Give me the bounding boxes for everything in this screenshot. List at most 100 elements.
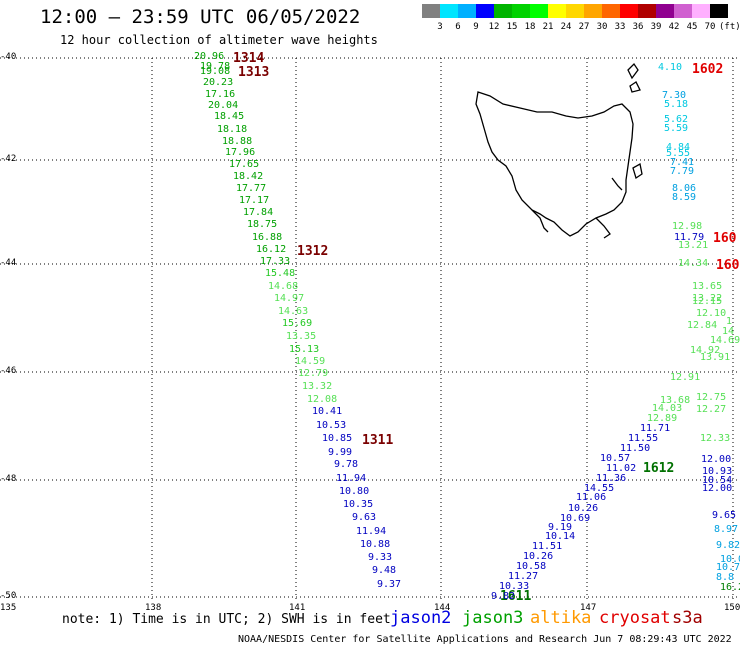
track-label: 160	[713, 231, 737, 246]
swh-reading: 17.84	[243, 207, 274, 218]
scale-label: 9	[473, 22, 479, 32]
swh-reading: 18.42	[233, 171, 264, 182]
satellite-s3a: s3a	[672, 608, 703, 628]
swh-reading: 13.32	[302, 381, 333, 392]
swh-reading: 12.89	[647, 413, 678, 424]
swh-reading: 10.26	[568, 503, 599, 514]
swh-reading: 8.59	[672, 192, 697, 203]
scale-swatch	[422, 4, 440, 18]
swh-reading: 10.26	[523, 551, 554, 562]
track-label: 1314	[233, 51, 265, 66]
swh-reading: 15.48	[265, 268, 296, 279]
scale-swatch	[476, 4, 494, 18]
swh-reading: 18.88	[222, 136, 253, 147]
scale-label: 24	[560, 22, 572, 32]
swh-reading: 7.79	[670, 166, 695, 177]
track-label: 1313	[238, 65, 270, 80]
swh-reading: 11.55	[628, 433, 659, 444]
satellite-altika: altika	[530, 608, 592, 628]
swh-reading: 12.84	[687, 320, 718, 331]
swh-reading: 9.78	[334, 459, 359, 470]
swh-reading: 9.48	[372, 565, 397, 576]
swh-reading: 9.63	[352, 512, 377, 523]
scale-label: 36	[632, 22, 644, 32]
swh-reading: 14.68	[268, 281, 299, 292]
map-title: 12:00 — 23:59 UTC 06/05/2022	[40, 6, 361, 28]
swh-reading: 17.65	[229, 159, 260, 170]
scale-label: 21	[542, 22, 554, 32]
swh-reading: 5.18	[664, 99, 689, 110]
swh-reading: 5.55	[666, 148, 691, 159]
lat-label: -40	[0, 52, 17, 62]
satellite-jason2: jason2	[390, 608, 452, 628]
swh-reading: 16.88	[252, 232, 283, 243]
swh-reading: 13.35	[286, 331, 317, 342]
swh-reading: 14.55	[584, 483, 615, 494]
scale-label: 30	[596, 22, 608, 32]
lat-label: -46	[0, 366, 17, 376]
swh-reading: 7.30	[662, 90, 687, 101]
swh-reading: 5.62	[664, 114, 689, 125]
gridlines	[0, 57, 740, 600]
scale-label: (ft)	[719, 22, 740, 32]
swh-reading: 11.79	[674, 232, 705, 243]
swh-reading: 14.59	[295, 356, 326, 367]
lat-label: -44	[0, 258, 17, 268]
swh-reading: 15.69	[282, 318, 313, 329]
swh-reading: 8.97	[714, 524, 739, 535]
swh-reading: 11.94	[356, 526, 387, 537]
scale-swatch	[584, 4, 602, 18]
swh-reading: 12.33	[700, 433, 731, 444]
swh-reading: 4.84	[666, 142, 691, 153]
swh-reading: 8.8	[716, 572, 735, 583]
swh-reading: 5.59	[664, 123, 689, 134]
footnote: note: 1) Time is in UTC; 2) SWH is in fe…	[62, 612, 391, 627]
lon-label: 144	[434, 603, 451, 613]
swh-reading: 11.51	[532, 541, 563, 552]
lat-label: -48	[0, 474, 17, 484]
swh-reading: 7.41	[670, 157, 695, 168]
swh-reading: 11.94	[336, 473, 367, 484]
swh-reading: 17.17	[239, 195, 270, 206]
scale-label: 45	[686, 22, 698, 32]
swh-reading: 12.98	[672, 221, 703, 232]
swh-reading: 18.75	[247, 219, 278, 230]
scale-swatch	[674, 4, 692, 18]
swh-reading: 10.69	[560, 513, 591, 524]
scale-label: 39	[650, 22, 662, 32]
swh-reading: 13.68	[660, 395, 691, 406]
swh-reading: 12.08	[307, 394, 338, 405]
swh-reading: 11.27	[508, 571, 539, 582]
swh-reading: 10.58	[516, 561, 547, 572]
swh-reading: 14.34	[678, 258, 709, 269]
swh-reading: 10.35	[343, 499, 374, 510]
swh-reading: 12.27	[696, 404, 727, 415]
swh-reading: 12.10	[696, 308, 727, 319]
swh-reading: 9.37	[377, 579, 402, 590]
swh-reading: 9.19	[548, 522, 573, 533]
swh-reading: 10.41	[312, 406, 343, 417]
scale-swatch	[530, 4, 548, 18]
swh-reading: 14	[722, 326, 735, 337]
scale-swatch	[440, 4, 458, 18]
swh-reading: 10.93	[702, 466, 733, 477]
scale-swatch	[638, 4, 656, 18]
swh-reading: 17.16	[205, 89, 236, 100]
lat-label: -50	[0, 591, 17, 601]
scale-label: 33	[614, 22, 626, 32]
scale-label: 27	[578, 22, 590, 32]
scale-label: 3	[437, 22, 443, 32]
swh-reading: 14.03	[652, 403, 683, 414]
swh-reading: 10.7	[716, 562, 740, 573]
swh-reading: 9.33	[368, 552, 393, 563]
scale-swatch	[710, 4, 728, 18]
track-label: 1602	[692, 62, 724, 77]
swh-reading: 10.53	[316, 420, 347, 431]
scale-swatch	[656, 4, 674, 18]
swh-reading: 9.82	[716, 540, 740, 551]
swh-reading: 13.65	[692, 281, 723, 292]
swh-reading: 4.10	[658, 62, 683, 73]
swh-reading: 16.2	[720, 582, 740, 593]
scale-label: 18	[524, 22, 536, 32]
scale-label: 70	[704, 22, 716, 32]
